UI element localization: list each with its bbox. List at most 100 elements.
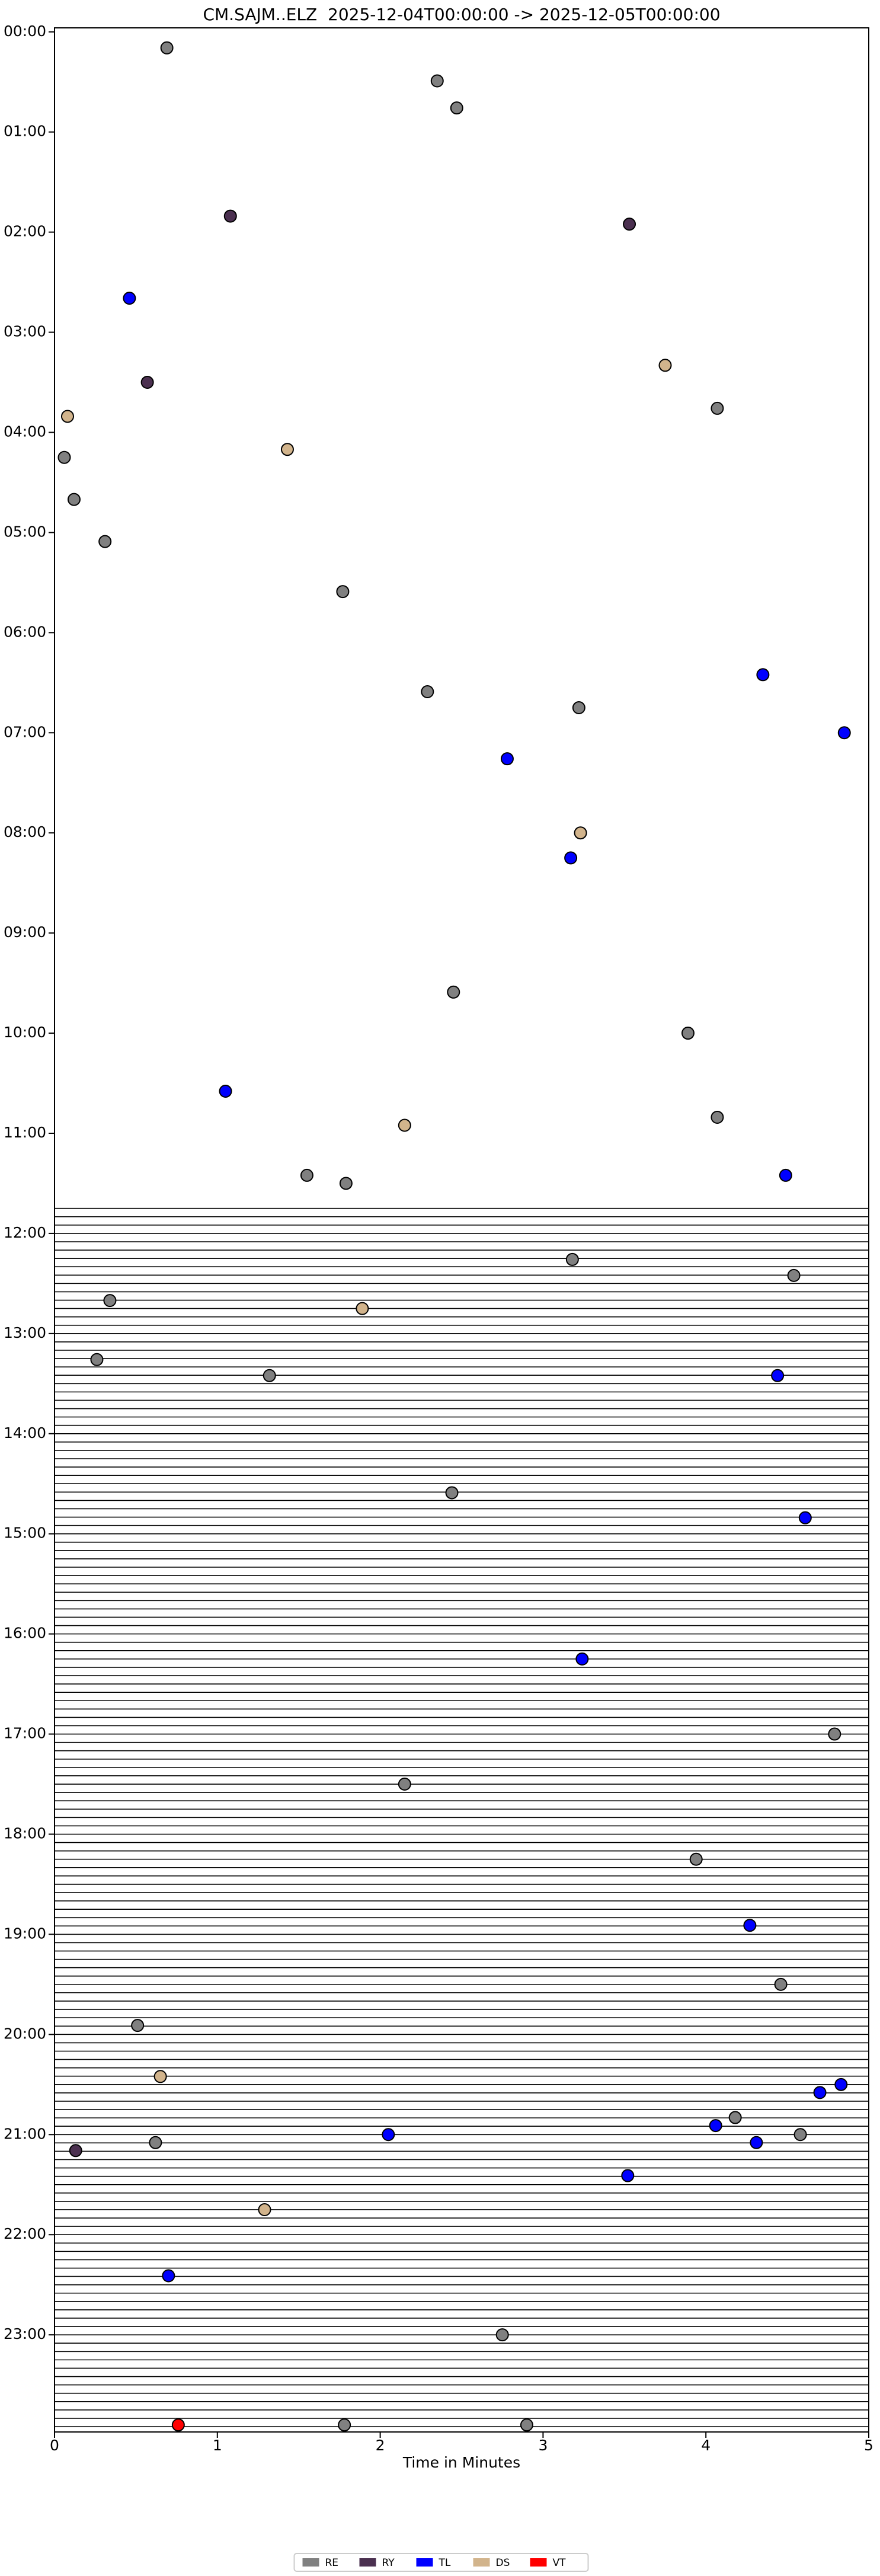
y-tick-label: 21:00 [4, 2125, 46, 2142]
y-tick-label: 14:00 [4, 1424, 46, 1442]
y-tick-label: 18:00 [4, 1824, 46, 1842]
event-marker [774, 1977, 788, 1991]
event-marker [140, 376, 154, 389]
y-tick-label: 06:00 [4, 623, 46, 640]
event-marker [658, 359, 672, 372]
y-tick-label: 23:00 [4, 2325, 46, 2342]
legend-swatch [416, 2558, 433, 2567]
event-marker [445, 1486, 459, 1500]
event-marker [623, 218, 636, 231]
y-tick-label: 03:00 [4, 323, 46, 340]
event-marker [263, 1369, 276, 1382]
event-marker [621, 2169, 635, 2182]
event-marker [711, 401, 724, 415]
event-marker [574, 826, 587, 840]
event-marker [258, 2203, 271, 2216]
event-marker [430, 74, 444, 88]
event-marker [338, 2418, 351, 2432]
event-marker [837, 726, 851, 740]
x-tick-label: 3 [538, 2437, 548, 2454]
event-marker [69, 2144, 82, 2158]
event-marker [495, 2328, 509, 2342]
event-marker [711, 1110, 724, 1124]
x-axis-label: Time in Minutes [402, 2454, 520, 2471]
event-marker [728, 2111, 742, 2124]
event-marker [756, 668, 770, 682]
event-marker [131, 2019, 145, 2032]
event-marker [162, 2269, 175, 2283]
y-tick-label: 01:00 [4, 123, 46, 140]
legend-label: RE [325, 2557, 339, 2569]
y-tick-label: 02:00 [4, 223, 46, 240]
legend-swatch [473, 2558, 490, 2567]
y-tick-label: 11:00 [4, 1124, 46, 1141]
event-marker [149, 2136, 162, 2149]
event-marker [572, 701, 585, 715]
x-tick-label: 4 [701, 2437, 711, 2454]
legend-label: DS [496, 2557, 510, 2569]
legend-swatch [302, 2558, 319, 2567]
legend: RE RY TL DS VT [293, 2553, 589, 2572]
event-marker [160, 41, 174, 55]
axes: 00:00 01:00 02:00 03:00 04:00 05:00 06:00 07:00… [4, 23, 873, 2454]
y-tick-label: 07:00 [4, 723, 46, 740]
event-marker [689, 1852, 703, 1866]
event-marker [828, 1727, 841, 1741]
legend-swatch [530, 2558, 547, 2567]
y-tick-label: 13:00 [4, 1324, 46, 1341]
event-marker [771, 1369, 785, 1382]
event-marker [500, 752, 514, 766]
x-tick-label: 1 [213, 2437, 222, 2454]
legend-swatch [359, 2558, 376, 2567]
event-marker [103, 1294, 117, 1308]
event-marker [153, 2070, 167, 2083]
event-marker [779, 1168, 792, 1182]
y-tick-label: 08:00 [4, 823, 46, 840]
marks [57, 41, 851, 2432]
event-marker [57, 450, 71, 464]
y-tick-label: 19:00 [4, 1925, 46, 1942]
event-marker [60, 410, 74, 423]
event-marker [681, 1027, 695, 1040]
plot-frame [54, 27, 869, 2433]
event-marker [171, 2418, 185, 2432]
x-tick-label: 2 [376, 2437, 385, 2454]
traces [55, 1207, 869, 2427]
event-marker [793, 2128, 807, 2142]
y-tick-label: 10:00 [4, 1024, 46, 1041]
event-marker [398, 1118, 411, 1132]
event-marker [280, 443, 294, 456]
event-marker [520, 2418, 533, 2432]
event-marker [382, 2128, 395, 2142]
event-marker [123, 292, 136, 305]
event-marker [787, 1268, 801, 1282]
event-marker [834, 2078, 848, 2091]
y-tick-label: 04:00 [4, 423, 46, 440]
event-marker [565, 1252, 579, 1266]
event-marker [219, 1085, 232, 1098]
event-marker [798, 1511, 812, 1524]
y-tick-label: 05:00 [4, 523, 46, 540]
event-marker [223, 209, 237, 223]
event-marker [450, 101, 463, 115]
event-marker [300, 1168, 313, 1182]
event-marker [336, 585, 350, 599]
event-marker [750, 2136, 763, 2149]
event-marker [356, 1302, 369, 1315]
y-tick-label: 16:00 [4, 1625, 46, 1642]
legend-label: VT [553, 2557, 567, 2569]
event-marker [813, 2086, 827, 2099]
event-marker [398, 1778, 411, 1791]
event-marker [709, 2119, 722, 2133]
y-tick-label: 22:00 [4, 2225, 46, 2242]
y-tick-label: 20:00 [4, 2025, 46, 2042]
event-marker [90, 1353, 104, 1366]
legend-label: RY [382, 2557, 395, 2569]
event-marker [421, 685, 434, 699]
y-tick-label: 17:00 [4, 1725, 46, 1742]
chart-title: CM.SAJM..ELZ 2025-12-04T00:00:00 -> 2025… [203, 5, 720, 24]
event-marker [67, 493, 81, 506]
event-marker [447, 985, 460, 999]
y-tick-label: 00:00 [4, 23, 46, 40]
